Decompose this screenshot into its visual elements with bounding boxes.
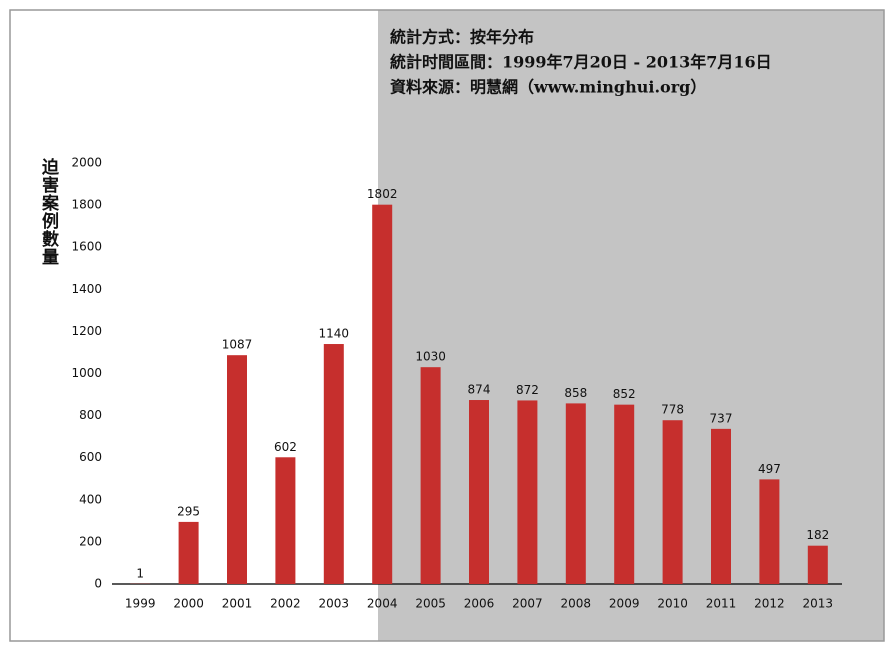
x-tick-label: 2012 xyxy=(754,597,785,611)
value-label: 872 xyxy=(516,383,539,397)
value-label: 602 xyxy=(274,440,297,454)
bar xyxy=(372,204,393,584)
bar xyxy=(469,400,489,584)
bar xyxy=(565,403,586,584)
bar xyxy=(178,521,199,584)
x-tick-label: 2001 xyxy=(222,597,253,611)
value-label: 1 xyxy=(136,566,144,580)
frame xyxy=(9,9,885,642)
x-tick-label: 2000 xyxy=(173,597,204,611)
bar xyxy=(662,420,683,584)
value-label: 182 xyxy=(806,528,829,542)
bar xyxy=(227,355,247,584)
y-tick-label: 0 xyxy=(94,577,102,591)
x-tick-label: 2010 xyxy=(657,597,688,611)
bar xyxy=(420,367,441,584)
value-label: 852 xyxy=(613,387,636,401)
y-tick-label: 1000 xyxy=(71,366,102,380)
y-tick-label: 600 xyxy=(79,450,102,464)
x-tick-label: 2004 xyxy=(367,597,398,611)
x-tick-label: 2013 xyxy=(803,597,834,611)
value-label: 1030 xyxy=(415,350,446,364)
x-tick-label: 2008 xyxy=(561,597,592,611)
y-tick-label: 2000 xyxy=(71,156,102,170)
x-tick-label: 2009 xyxy=(609,597,640,611)
bar xyxy=(275,457,296,584)
x-tick-label: 2005 xyxy=(415,597,446,611)
bar xyxy=(711,428,731,584)
y-tick-label: 200 xyxy=(79,534,102,548)
value-label: 1140 xyxy=(319,327,350,341)
y-tick-label: 1800 xyxy=(71,198,102,212)
title-line: 資料來源：明慧網（www.minghui.org） xyxy=(390,78,706,97)
value-label: 1087 xyxy=(222,338,253,352)
value-label: 1802 xyxy=(367,187,398,201)
bar xyxy=(517,400,538,584)
value-label: 497 xyxy=(758,462,781,476)
bar xyxy=(614,404,635,584)
title-line: 統計时間區間：1999年7月20日 - 2013年7月16日 xyxy=(390,53,772,72)
value-label: 295 xyxy=(177,504,200,518)
y-tick-label: 400 xyxy=(79,492,102,506)
x-tick-label: 2003 xyxy=(319,597,350,611)
title-line: 統計方式：按年分布 xyxy=(390,28,534,47)
y-tick-label: 1200 xyxy=(71,324,102,338)
bar xyxy=(323,344,344,584)
x-tick-label: 2007 xyxy=(512,597,543,611)
x-tick-label: 2002 xyxy=(270,597,301,611)
x-tick-label: 2006 xyxy=(464,597,495,611)
background-photo xyxy=(378,10,884,641)
value-label: 874 xyxy=(468,383,491,397)
x-tick-label: 1999 xyxy=(125,597,156,611)
value-label: 858 xyxy=(564,386,587,400)
value-label: 737 xyxy=(710,411,733,425)
y-tick-label: 1400 xyxy=(71,282,102,296)
bar xyxy=(759,479,780,584)
x-tick-label: 2011 xyxy=(706,597,737,611)
y-tick-label: 800 xyxy=(79,408,102,422)
value-label: 778 xyxy=(661,403,684,417)
y-tick-label: 1600 xyxy=(71,240,102,254)
bar xyxy=(807,545,828,584)
y-axis-label: 迫害案例數量 xyxy=(38,158,58,266)
